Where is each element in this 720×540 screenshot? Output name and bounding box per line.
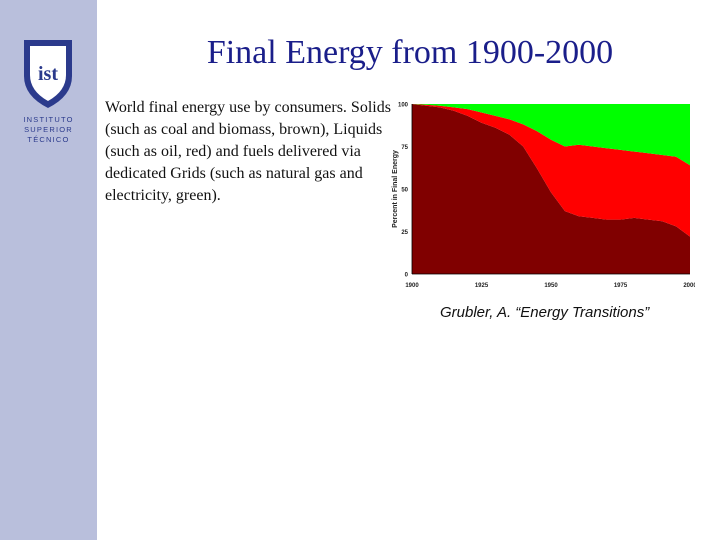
- area-liquids: [412, 104, 690, 237]
- slide-description: World final energy use by consumers. Sol…: [105, 99, 391, 204]
- x-tick-label: 1975: [614, 283, 628, 289]
- y-tick-label: 100: [398, 103, 409, 109]
- x-tick-label: 1900: [405, 283, 419, 289]
- y-tick-label: 50: [401, 188, 408, 194]
- energy-share-chart: 0 25 50 75 100 1900 1925 1950 1975 2000 Percent …: [392, 103, 695, 290]
- ist-monogram: ist: [38, 63, 58, 85]
- ist-logo-text: INSTITUTO SUPERIOR TÉCNICO: [10, 115, 87, 145]
- area-grids: [412, 104, 690, 166]
- x-tick-label: 1925: [475, 283, 489, 289]
- y-tick-label: 75: [401, 145, 408, 151]
- citation: Grubler, A. “Energy Transitions”: [440, 304, 650, 321]
- logo-line-1: INSTITUTO: [23, 115, 74, 124]
- y-tick-label: 25: [401, 230, 408, 236]
- slide-title: Final Energy from 1900-2000: [206, 34, 614, 71]
- area-solids: [412, 104, 690, 274]
- logo-line-2: SUPERIOR: [24, 125, 73, 134]
- y-axis-label: Percent in Final Energy: [392, 150, 399, 228]
- x-tick-label: 1950: [544, 283, 558, 289]
- logo-line-3: TÉCNICO: [27, 135, 70, 144]
- y-tick-label: 0: [405, 273, 409, 279]
- ist-shield-logo-icon: ist: [24, 40, 72, 108]
- x-tick-label: 2000: [683, 283, 695, 289]
- sidebar: ist INSTITUTO SUPERIOR TÉCNICO: [0, 0, 97, 540]
